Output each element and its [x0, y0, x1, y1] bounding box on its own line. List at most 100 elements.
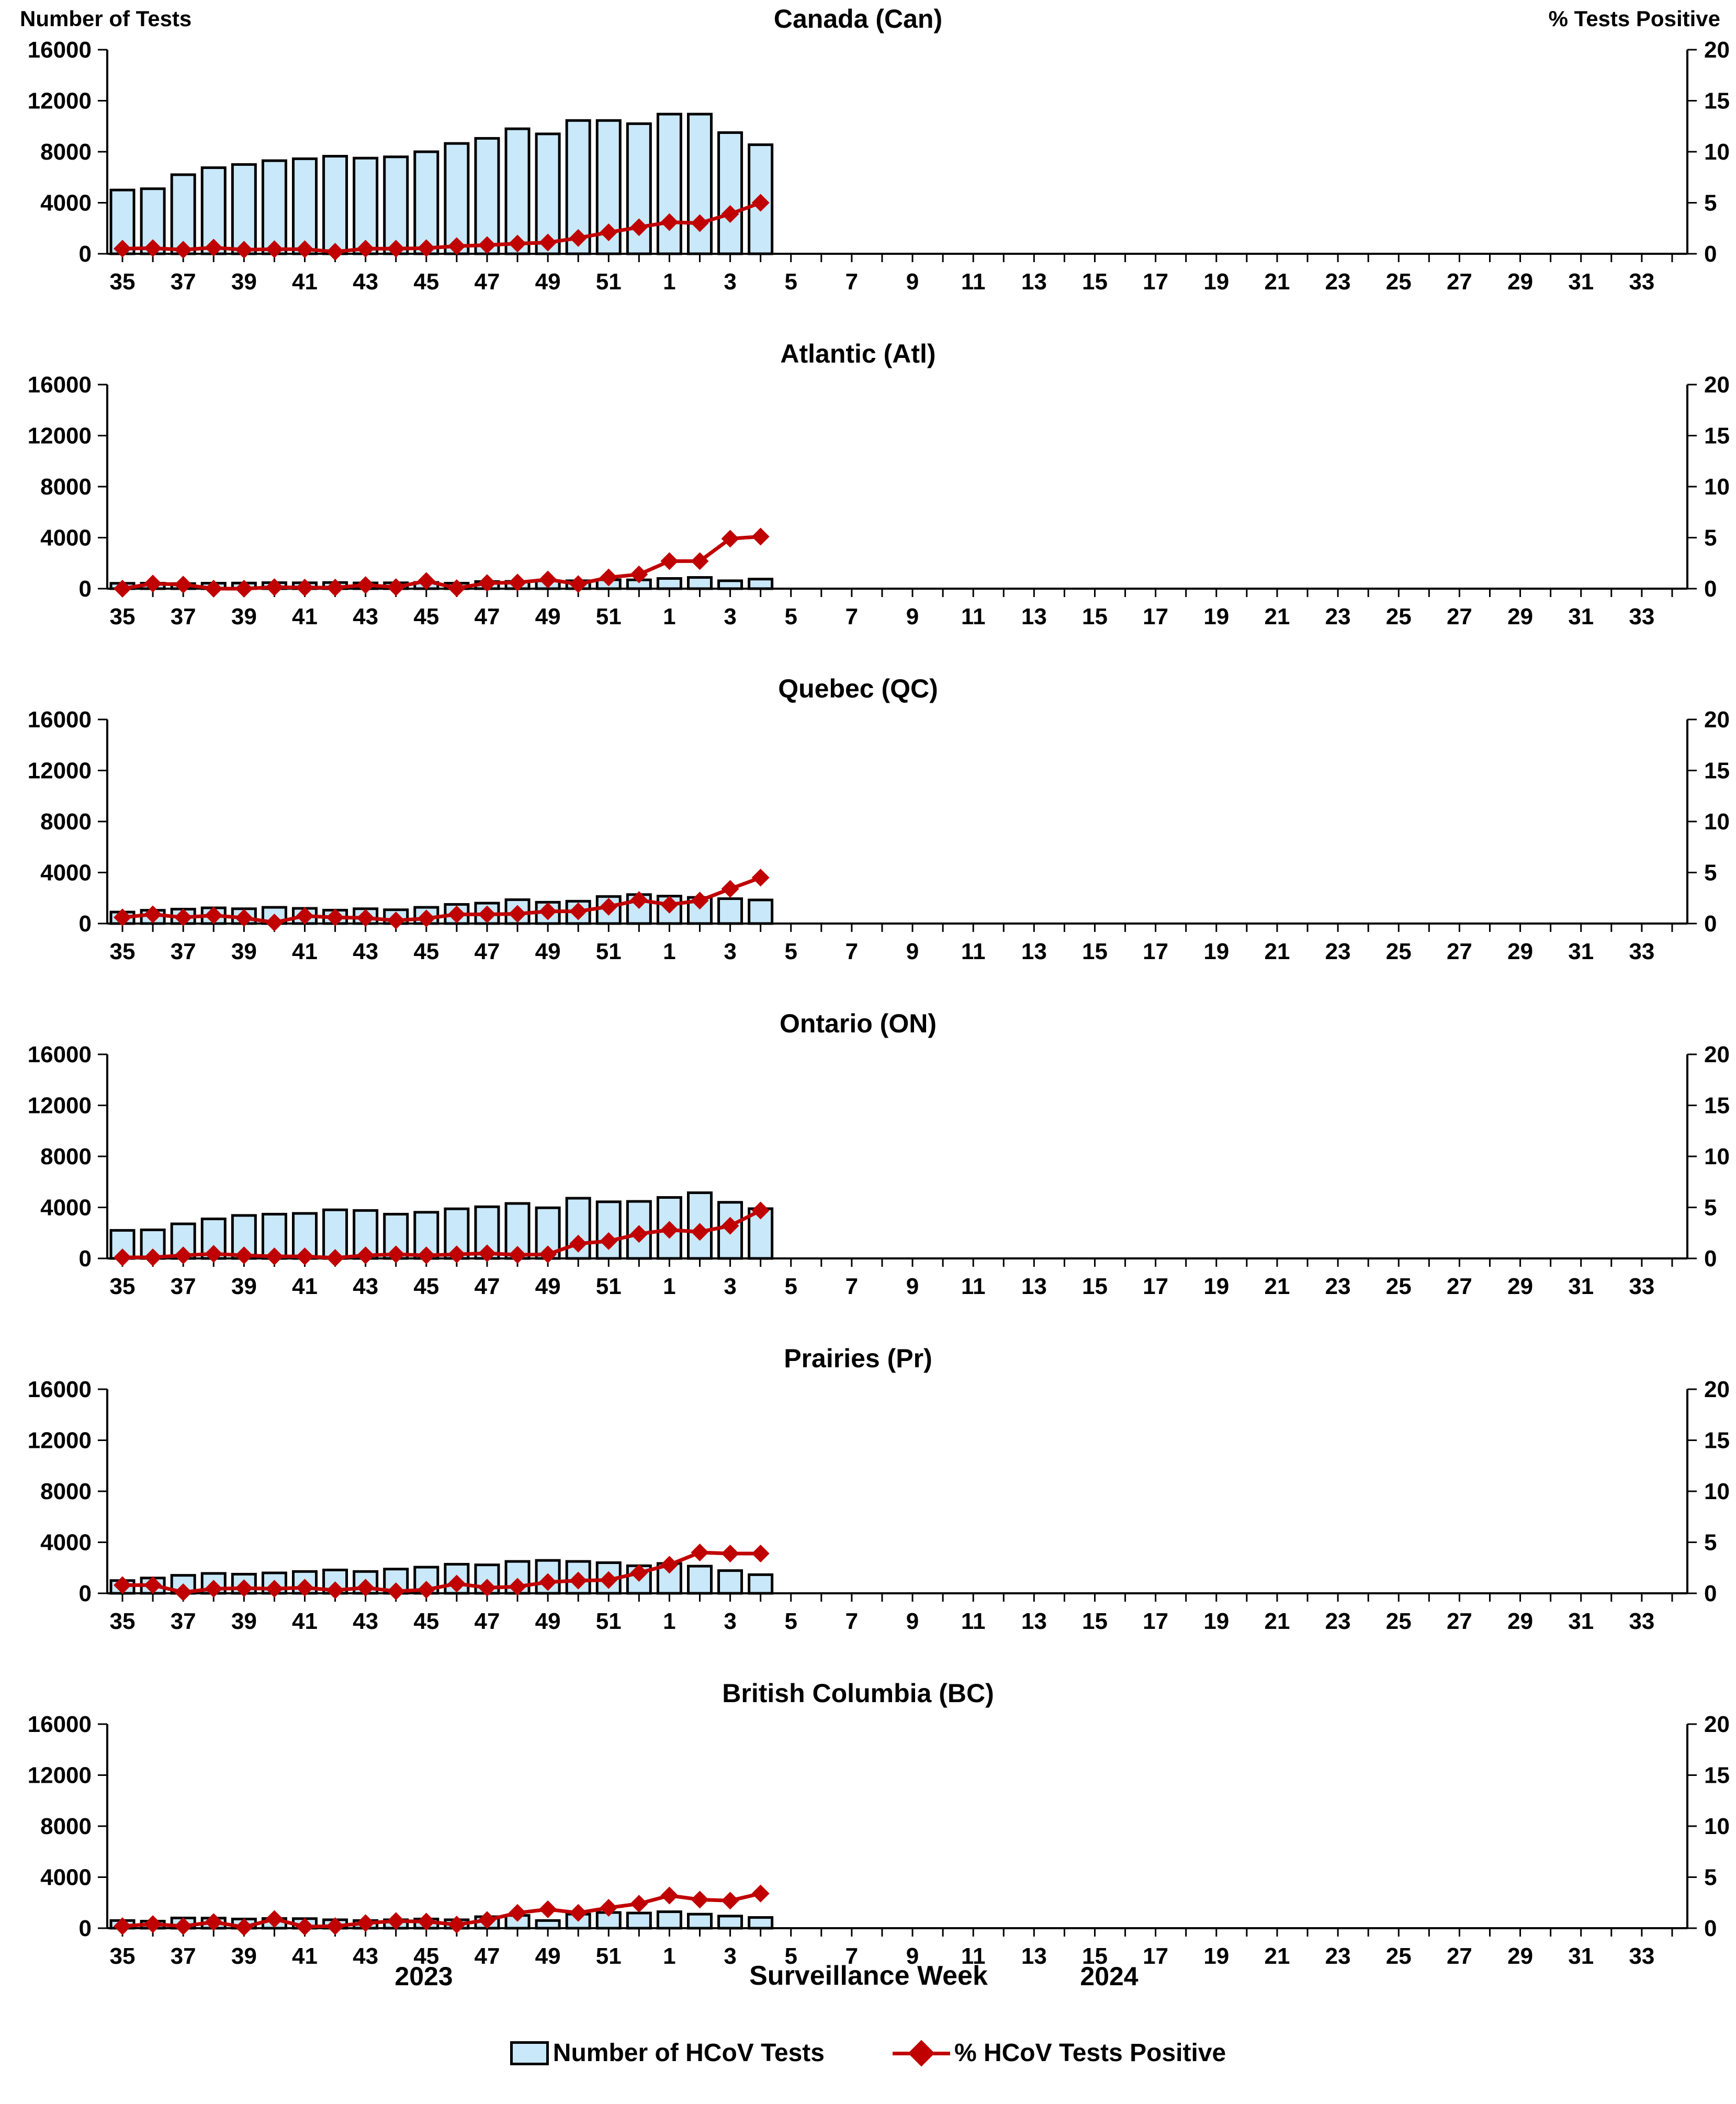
- pct-positive-marker-week-39: [235, 1246, 253, 1265]
- week-tick-label: 9: [906, 1274, 919, 1299]
- pct-positive-marker-week-46: [447, 579, 466, 598]
- pct-positive-marker-week-2: [691, 1223, 709, 1241]
- week-tick-label: 39: [231, 269, 257, 295]
- pct-positive-marker-week-43: [356, 909, 375, 927]
- week-tick-label: 7: [846, 1943, 858, 1969]
- week-tick-label: 39: [231, 1608, 257, 1634]
- week-tick-label: 5: [784, 1943, 797, 1969]
- pct-positive-marker-week-47: [478, 905, 496, 924]
- pct-positive-line: [122, 1892, 761, 1929]
- pct-positive-marker-week-45: [417, 572, 435, 590]
- right-axis-tick-label: 5: [1704, 190, 1717, 216]
- left-axis-tick-label: 16000: [28, 1377, 92, 1402]
- week-tick-label: 41: [292, 1608, 318, 1634]
- right-axis-tick-label: 15: [1704, 1093, 1730, 1119]
- pct-positive-marker-week-2: [691, 214, 709, 232]
- tests-bar-week-44: [383, 155, 409, 255]
- week-tick-label: 11: [961, 604, 986, 629]
- week-tick-label: 3: [724, 1943, 736, 1969]
- pct-positive-marker-week-48: [509, 1246, 527, 1264]
- pct-positive-marker-week-51: [600, 568, 618, 587]
- left-axis-tick-label: 16000: [28, 1712, 92, 1737]
- week-tick-label: 17: [1143, 604, 1168, 629]
- right-axis-tick-label: 20: [1704, 372, 1730, 398]
- right-axis-tick-label: 10: [1704, 1144, 1730, 1169]
- legend-tests-label: Number of HCoV Tests: [553, 2039, 825, 2067]
- week-tick-label: 45: [413, 604, 439, 629]
- left-axis-tick-label: 0: [79, 1916, 92, 1941]
- pct-positive-marker-week-46: [447, 1916, 466, 1934]
- pct-positive-marker-week-1: [660, 895, 679, 914]
- week-tick-label: 3: [724, 1608, 736, 1634]
- pct-positive-marker-week-44: [387, 578, 405, 597]
- tests-bar-week-40: [261, 159, 287, 255]
- panel-atlantic-atl: Atlantic (Atl)16000120008000400002015105…: [28, 339, 1730, 629]
- left-axis-tick-label: 4000: [40, 860, 92, 886]
- pct-positive-marker-week-48: [509, 1578, 527, 1596]
- left-axis-tick-label: 0: [79, 911, 92, 937]
- week-tick-label: 5: [784, 604, 797, 629]
- right-axis-tick-label: 20: [1704, 1042, 1730, 1067]
- week-tick-label: 13: [1021, 604, 1047, 629]
- week-tick-label: 41: [292, 269, 318, 295]
- pct-positive-marker-week-40: [265, 1910, 284, 1928]
- week-tick-label: 37: [171, 1608, 196, 1634]
- week-tick-label: 45: [413, 269, 439, 295]
- week-tick-label: 25: [1386, 1608, 1412, 1634]
- week-tick-label: 3: [724, 1274, 736, 1299]
- week-tick-label: 41: [292, 1274, 318, 1299]
- pct-positive-marker-week-37: [174, 241, 193, 259]
- week-tick-label: 13: [1021, 1608, 1047, 1634]
- right-axis-tick-label: 10: [1704, 139, 1730, 165]
- pct-positive-marker-week-2: [691, 1544, 709, 1561]
- pct-positive-marker-week-41: [296, 579, 314, 597]
- panel-canada-can: Canada (Can)1600012000800040000201510503…: [28, 4, 1730, 295]
- pct-positive-marker-week-49: [539, 1245, 557, 1264]
- week-tick-label: 3: [724, 604, 736, 629]
- week-tick-label: 29: [1507, 269, 1533, 295]
- week-tick-label: 7: [846, 604, 858, 629]
- pct-positive-marker-week-41: [296, 1918, 314, 1936]
- tests-bar-week-1: [656, 112, 682, 255]
- pct-positive-marker-week-3: [721, 1217, 739, 1235]
- pct-positive-marker-week-51: [600, 1571, 618, 1589]
- right-axis-tick-label: 15: [1704, 758, 1730, 784]
- tests-bar-week-48: [504, 127, 531, 255]
- week-tick-label: 37: [171, 1943, 196, 1969]
- pct-positive-marker-week-38: [205, 580, 223, 598]
- pct-positive-marker-week-51: [600, 1232, 618, 1250]
- week-tick-label: 11: [961, 269, 986, 295]
- week-tick-label: 11: [961, 1943, 986, 1969]
- week-tick-label: 27: [1447, 939, 1472, 964]
- week-tick-label: 23: [1325, 1608, 1351, 1634]
- x-axis-title: Surveillance Week: [749, 1961, 988, 1991]
- pct-positive-marker-week-1: [660, 1886, 679, 1905]
- tests-bar-week-2: [687, 1912, 713, 1930]
- pct-positive-marker-week-47: [478, 1579, 496, 1597]
- tests-bar-week-49: [535, 1919, 561, 1930]
- pct-positive-marker-week-46: [447, 905, 466, 924]
- pct-positive-marker-week-38: [205, 1245, 223, 1263]
- panel-title: Prairies (Pr): [784, 1344, 932, 1373]
- left-axis-tick-label: 16000: [28, 37, 92, 63]
- week-tick-label: 49: [535, 604, 561, 629]
- left-axis-tick-label: 8000: [40, 474, 92, 500]
- left-axis-tick-label: 16000: [28, 372, 92, 398]
- left-axis-tick-label: 8000: [40, 1814, 92, 1839]
- pct-positive-marker-week-43: [356, 1579, 375, 1597]
- tests-bar-week-4: [748, 1916, 774, 1930]
- week-tick-label: 23: [1325, 939, 1351, 964]
- week-tick-label: 37: [171, 269, 196, 295]
- week-tick-label: 17: [1143, 1608, 1168, 1634]
- week-tick-label: 9: [906, 1608, 919, 1634]
- week-tick-label: 1: [663, 1274, 675, 1299]
- week-tick-label: 51: [596, 1608, 622, 1634]
- tests-bar-week-41: [292, 157, 318, 255]
- left-axis-tick-label: 8000: [40, 1479, 92, 1504]
- week-tick-label: 35: [110, 1274, 136, 1299]
- week-tick-label: 27: [1447, 1608, 1472, 1634]
- pct-positive-marker-week-35: [114, 908, 132, 927]
- week-tick-label: 13: [1021, 269, 1047, 295]
